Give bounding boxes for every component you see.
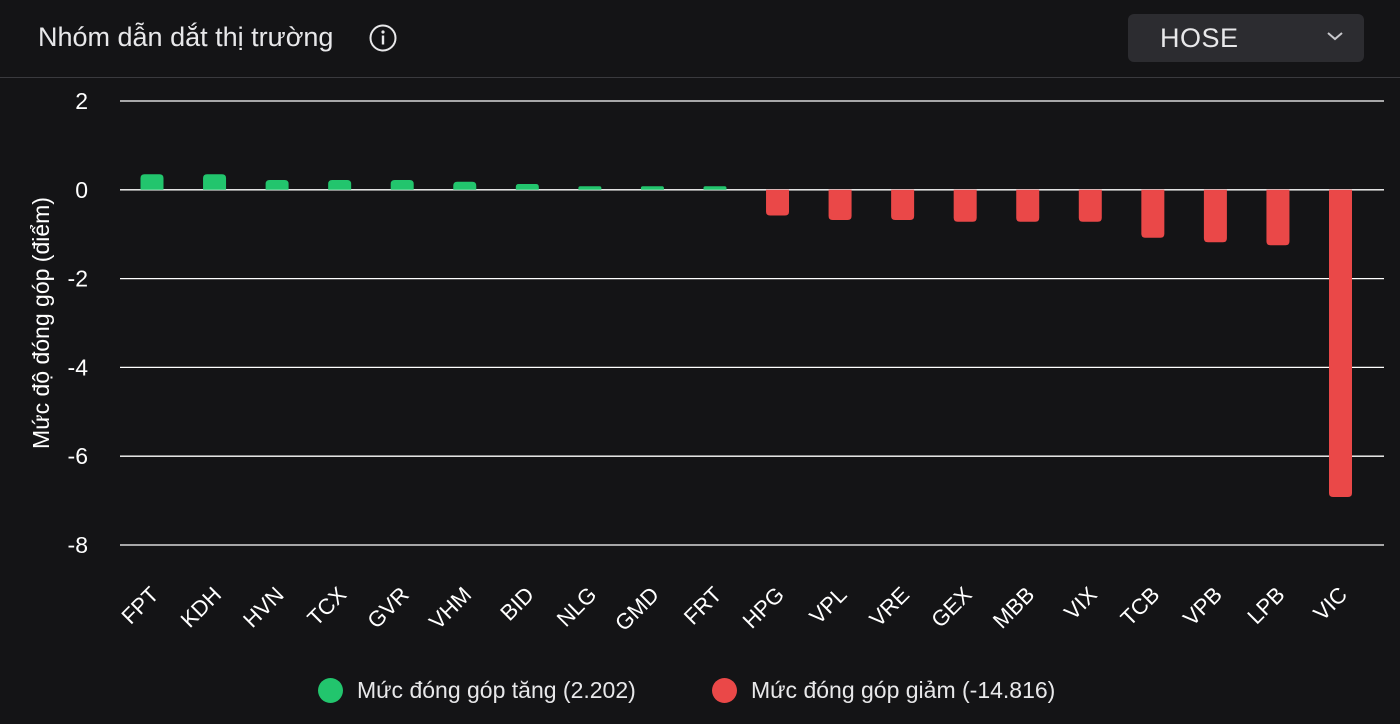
exchange-dropdown[interactable]: HOSE — [1128, 14, 1364, 62]
chart-title: Nhóm dẫn dắt thị trường — [38, 22, 334, 52]
legend-item-decrease[interactable]: Mức đóng góp giảm (-14.816) — [712, 672, 1055, 708]
bar-gex — [953, 189, 977, 222]
chevron-down-icon — [1327, 32, 1343, 41]
legend-label-increase: Mức đóng góp tăng (2.202) — [357, 676, 636, 703]
bar-gvr — [390, 180, 414, 190]
bar-bid — [515, 184, 539, 190]
bar-frt — [703, 186, 727, 190]
x-tick-label: NLG — [552, 582, 602, 632]
legend-dot-increase — [318, 677, 343, 703]
y-tick-label: 2 — [75, 88, 88, 114]
x-tick-label: FPT — [116, 582, 163, 629]
bar-vre — [891, 189, 915, 220]
x-tick-label: VHM — [424, 582, 476, 634]
y-tick-label: 0 — [75, 177, 88, 203]
bar-vic — [1329, 189, 1352, 498]
bar-hvn — [265, 180, 289, 190]
x-tick-label: KDH — [176, 582, 227, 633]
bar-nlg — [578, 186, 602, 190]
bar-mbb — [1016, 189, 1040, 222]
legend-item-increase[interactable]: Mức đóng góp tăng (2.202) — [318, 672, 636, 708]
x-tick-label: GVR — [362, 582, 413, 633]
legend-label-decrease: Mức đóng góp giảm (-14.816) — [751, 676, 1056, 703]
bar-fpt — [140, 174, 164, 190]
bar-gmd — [640, 186, 664, 190]
bar-tcx — [328, 180, 352, 190]
bar-vpl — [828, 189, 852, 220]
x-tick-label: VIX — [1059, 582, 1102, 625]
x-tick-label: GMD — [610, 582, 664, 636]
x-tick-label: TCB — [1116, 582, 1165, 631]
bar-chart: 2 0 -2 -4 -6 -8 Mức độ đóng góp (điểm) FPT KDH HV… — [28, 88, 1384, 636]
bar-tcb — [1141, 189, 1165, 238]
x-tick-label: VPB — [1178, 582, 1227, 631]
chart-legend: Mức đóng góp tăng (2.202) Mức đóng góp g… — [0, 672, 1400, 708]
x-tick-label: GEX — [926, 582, 977, 633]
y-tick-label: -8 — [68, 532, 88, 558]
legend-dot-decrease — [712, 677, 737, 703]
x-tick-label: VPL — [805, 582, 852, 629]
chart-header: Nhóm dẫn dắt thị trường HOSE — [0, 0, 1400, 78]
bar-vhm — [453, 181, 477, 190]
x-tick-label: HPG — [738, 582, 789, 633]
y-axis-label: Mức độ đóng góp (điểm) — [28, 197, 54, 449]
x-tick-label: MBB — [988, 582, 1039, 633]
y-tick-label: -6 — [68, 443, 88, 469]
info-circle-icon[interactable] — [368, 23, 398, 53]
y-tick-label: -2 — [68, 266, 88, 292]
x-tick-label: FRT — [679, 582, 727, 630]
x-tick-label: BID — [495, 582, 539, 626]
exchange-dropdown-value: HOSE — [1160, 23, 1239, 53]
bar-hpg — [766, 189, 790, 216]
bar-kdh — [203, 174, 227, 190]
bar-vix — [1078, 189, 1102, 222]
x-tick-label: VIC — [1308, 582, 1352, 626]
x-tick-label: LPB — [1242, 582, 1289, 629]
bar-lpb — [1266, 189, 1290, 246]
x-tick-label: TCX — [302, 582, 351, 631]
bar-vpb — [1203, 189, 1227, 243]
x-tick-label: HVN — [238, 582, 289, 633]
x-tick-label: VRE — [864, 582, 914, 632]
y-tick-label: -4 — [68, 354, 89, 380]
